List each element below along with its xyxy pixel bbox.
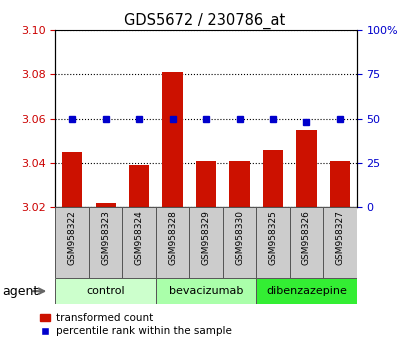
Bar [95, 203, 115, 207]
Text: control: control [86, 286, 125, 296]
Bar [296, 130, 316, 207]
Text: GSM958322: GSM958322 [67, 210, 76, 265]
Bar [62, 152, 82, 207]
Bar [189, 207, 222, 278]
Bar [289, 207, 322, 278]
Text: GSM958324: GSM958324 [134, 210, 143, 265]
Bar [256, 278, 356, 304]
Bar [55, 207, 89, 278]
Bar [89, 207, 122, 278]
Text: GSM958328: GSM958328 [168, 210, 177, 265]
Text: GSM958323: GSM958323 [101, 210, 110, 265]
Bar [155, 278, 256, 304]
Text: GSM958329: GSM958329 [201, 210, 210, 265]
Bar [196, 161, 216, 207]
Text: GDS5672 / 230786_at: GDS5672 / 230786_at [124, 12, 285, 29]
Text: bevacizumab: bevacizumab [169, 286, 243, 296]
Legend: transformed count, percentile rank within the sample: transformed count, percentile rank withi… [40, 313, 231, 336]
Text: GSM958327: GSM958327 [335, 210, 344, 265]
Bar [229, 161, 249, 207]
Bar [162, 72, 182, 207]
Bar [222, 207, 256, 278]
Bar [256, 207, 289, 278]
Text: dibenzazepine: dibenzazepine [265, 286, 346, 296]
Bar [262, 150, 282, 207]
Bar [122, 207, 155, 278]
Text: agent: agent [2, 285, 38, 298]
Text: GSM958325: GSM958325 [268, 210, 277, 265]
Bar [155, 207, 189, 278]
Bar [322, 207, 356, 278]
Text: GSM958326: GSM958326 [301, 210, 310, 265]
Bar [55, 278, 155, 304]
Bar [329, 161, 349, 207]
Text: GSM958330: GSM958330 [234, 210, 243, 265]
Bar [129, 165, 149, 207]
